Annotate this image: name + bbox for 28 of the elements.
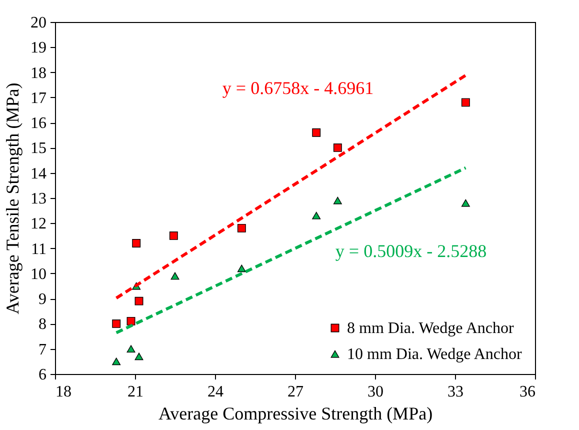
legend-label: 8 mm Dia. Wedge Anchor bbox=[347, 320, 514, 337]
y-tick-label: 19 bbox=[30, 40, 46, 57]
x-tick-label: 21 bbox=[128, 384, 144, 400]
y-tick-label: 14 bbox=[30, 165, 46, 182]
y-tick-label: 8 bbox=[38, 316, 46, 334]
y-tick-label: 12 bbox=[30, 216, 46, 233]
x-axis-title: Average Compressive Strength (MPa) bbox=[158, 404, 433, 424]
y-tick-label: 17 bbox=[30, 90, 46, 107]
y-tick-label: 11 bbox=[31, 240, 46, 258]
y-tick-label: 10 bbox=[30, 266, 46, 283]
annotation: y = 0.6758x - 4.6961 bbox=[222, 78, 374, 98]
x-tick-label: 30 bbox=[368, 384, 384, 400]
annotation: y = 0.5009x - 2.5288 bbox=[335, 241, 487, 261]
x-tick-label: 24 bbox=[208, 384, 224, 400]
x-tick-label: 33 bbox=[448, 384, 464, 400]
y-tick-label: 18 bbox=[30, 64, 46, 82]
y-axis-title: Average Tensile Strength (MPa) bbox=[2, 82, 22, 314]
x-tick-label: 18 bbox=[56, 384, 72, 400]
y-tick-label: 6 bbox=[38, 366, 46, 384]
y-tick-label: 13 bbox=[30, 190, 46, 208]
y-tick-label: 16 bbox=[30, 115, 46, 132]
legend-label: 10 mm Dia. Wedge Anchor bbox=[347, 346, 522, 363]
y-tick-label: 15 bbox=[30, 140, 46, 158]
y-tick-label: 20 bbox=[30, 14, 46, 32]
x-tick-label: 36 bbox=[520, 384, 536, 400]
x-tick-label: 27 bbox=[288, 384, 304, 400]
y-tick-label: 9 bbox=[38, 291, 46, 308]
y-tick-label: 7 bbox=[38, 341, 46, 358]
